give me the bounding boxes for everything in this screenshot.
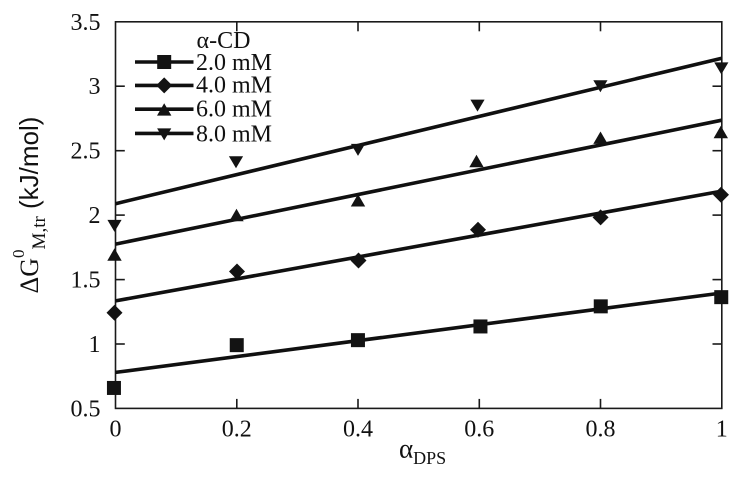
svg-text:4.0 mM: 4.0 mM	[196, 72, 272, 98]
svg-text:2.0 mM: 2.0 mM	[196, 50, 272, 76]
svg-text:0.4: 0.4	[343, 416, 373, 442]
svg-text:1: 1	[716, 416, 728, 442]
svg-text:3.5: 3.5	[71, 10, 101, 36]
svg-text:1.5: 1.5	[71, 268, 101, 294]
svg-text:8.0 mM: 8.0 mM	[196, 121, 272, 147]
svg-text:0.5: 0.5	[71, 396, 101, 422]
svg-text:ΔG0M,tr (kJ/mol): ΔG0M,tr (kJ/mol)	[9, 117, 50, 294]
svg-text:0: 0	[110, 416, 122, 442]
svg-text:6.0 mM: 6.0 mM	[196, 97, 272, 123]
svg-text:2.5: 2.5	[71, 139, 101, 165]
svg-text:0.2: 0.2	[222, 416, 252, 442]
svg-text:0.8: 0.8	[586, 416, 616, 442]
svg-text:1: 1	[89, 332, 101, 358]
svg-text:2: 2	[89, 203, 101, 229]
svg-text:3: 3	[89, 74, 101, 100]
svg-text:0.6: 0.6	[464, 416, 494, 442]
svg-text:α-CD: α-CD	[197, 28, 251, 54]
